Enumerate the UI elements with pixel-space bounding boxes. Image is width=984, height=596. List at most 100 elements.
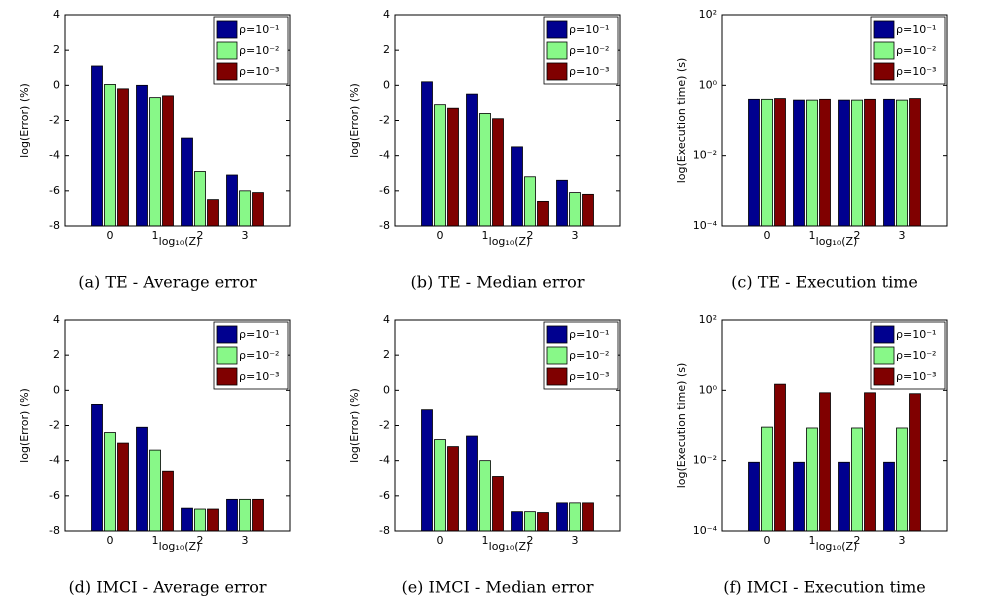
y-tick-label: 2 <box>53 348 60 361</box>
bar <box>864 98 876 227</box>
bar <box>748 461 760 532</box>
x-tick-label: 1 <box>482 534 489 547</box>
x-tick-label: 3 <box>242 534 249 547</box>
bar <box>239 498 251 532</box>
bar <box>104 84 116 227</box>
legend-label: ρ=10⁻³ <box>239 65 279 78</box>
bar <box>162 470 174 532</box>
x-tick-label: 2 <box>854 534 861 547</box>
bar <box>582 502 594 532</box>
x-tick-label: 0 <box>107 229 114 242</box>
y-tick-label: 4 <box>53 8 60 21</box>
y-tick-label: -6 <box>49 489 60 502</box>
bar <box>569 502 581 532</box>
y-tick-label: 10⁰ <box>699 78 718 91</box>
bar <box>793 461 805 532</box>
caption: (a) TE - Average error <box>78 273 257 292</box>
axes-box <box>394 319 621 532</box>
x-tick-label: 0 <box>437 229 444 242</box>
legend-swatch <box>546 20 568 39</box>
bar <box>774 383 786 532</box>
y-tick-label: -2 <box>49 114 60 127</box>
legend-swatch <box>873 62 895 81</box>
axes-box <box>64 14 291 227</box>
bar <box>909 393 921 532</box>
y-tick-label: 0 <box>53 383 60 396</box>
y-tick-label: 10⁰ <box>699 383 718 396</box>
bar <box>421 81 433 227</box>
x-axis-label: log₁₀(Z) <box>159 235 201 248</box>
legend-swatch <box>873 41 895 60</box>
x-tick-label: 1 <box>152 534 159 547</box>
bar <box>569 192 581 227</box>
legend-swatch <box>216 41 238 60</box>
bar <box>207 199 219 227</box>
bar <box>838 99 850 227</box>
y-tick-label: 0 <box>383 78 390 91</box>
x-axis-label: log₁₀(Z) <box>816 235 858 248</box>
bar <box>806 427 818 532</box>
legend-swatch <box>873 367 895 386</box>
legend-label: ρ=10⁻¹ <box>239 328 279 341</box>
legend-label: ρ=10⁻¹ <box>569 23 609 36</box>
y-axis-label: log(Execution time) (s) <box>675 58 688 184</box>
legend-label: ρ=10⁻³ <box>239 370 279 383</box>
y-tick-label: -4 <box>379 149 390 162</box>
bar <box>194 508 206 532</box>
y-axis-label: log(Execution time) (s) <box>675 363 688 489</box>
y-tick-label: 0 <box>383 383 390 396</box>
legend-label: ρ=10⁻¹ <box>569 328 609 341</box>
legend-swatch <box>546 346 568 365</box>
bar <box>556 179 568 227</box>
x-tick-label: 0 <box>437 534 444 547</box>
bar <box>582 193 594 227</box>
legend-label: ρ=10⁻³ <box>896 65 936 78</box>
y-tick-label: -4 <box>49 454 60 467</box>
y-tick-label: -8 <box>379 219 390 232</box>
y-tick-label: 4 <box>383 8 390 21</box>
bar <box>466 435 478 532</box>
x-tick-label: 3 <box>242 229 249 242</box>
bar <box>883 461 895 532</box>
y-tick-label: 0 <box>53 78 60 91</box>
x-tick-label: 3 <box>899 534 906 547</box>
y-tick-label: -6 <box>379 184 390 197</box>
legend-label: ρ=10⁻³ <box>569 65 609 78</box>
legend-swatch <box>216 20 238 39</box>
x-tick-label: 2 <box>197 534 204 547</box>
legend-swatch <box>546 325 568 344</box>
legend-swatch <box>216 346 238 365</box>
legend-label: ρ=10⁻² <box>239 349 279 362</box>
y-tick-label: 2 <box>53 43 60 56</box>
x-tick-label: 1 <box>809 534 816 547</box>
axes-box <box>721 14 948 227</box>
x-tick-label: 2 <box>527 534 534 547</box>
legend-label: ρ=10⁻¹ <box>896 23 936 36</box>
bar <box>226 498 238 532</box>
bar <box>162 95 174 227</box>
bar <box>136 84 148 227</box>
bar <box>537 200 549 227</box>
bar <box>774 98 786 227</box>
y-axis-label: log(Error) (%) <box>18 388 31 463</box>
legend-label: ρ=10⁻³ <box>896 370 936 383</box>
bar <box>252 192 264 227</box>
legend-label: ρ=10⁻³ <box>569 370 609 383</box>
bar <box>91 65 103 227</box>
y-axis-label: log(Error) (%) <box>18 83 31 158</box>
y-tick-label: -8 <box>49 219 60 232</box>
y-tick-label: -4 <box>49 149 60 162</box>
legend-swatch <box>546 367 568 386</box>
x-tick-label: 2 <box>854 229 861 242</box>
caption: (d) IMCI - Average error <box>68 578 266 596</box>
bar <box>761 426 773 532</box>
bar <box>117 88 129 227</box>
bar <box>864 392 876 532</box>
bar <box>793 99 805 227</box>
bar <box>117 442 129 532</box>
bar <box>492 476 504 532</box>
legend-label: ρ=10⁻² <box>896 349 936 362</box>
y-tick-label: 2 <box>383 348 390 361</box>
